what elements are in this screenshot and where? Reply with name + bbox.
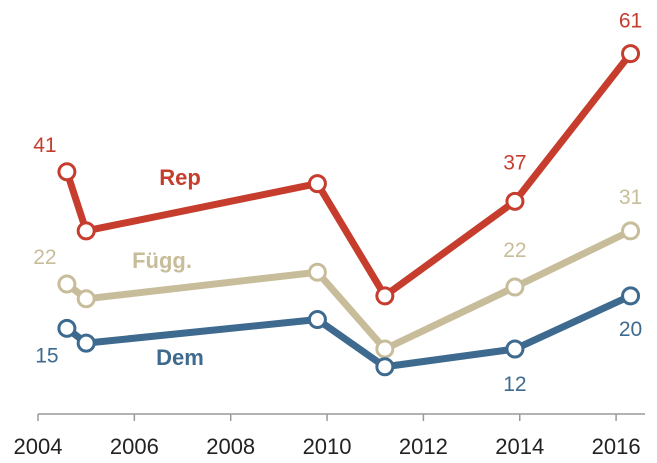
x-tick-label: 2016 xyxy=(592,434,641,459)
data-point xyxy=(307,174,327,194)
data-label: 22 xyxy=(33,246,56,269)
x-axis: 2004 2006 2008 2010 2012 2014 2016 xyxy=(14,413,645,459)
data-point xyxy=(505,191,525,211)
data-point xyxy=(621,44,641,64)
data-label: 31 xyxy=(619,186,642,209)
data-point xyxy=(307,309,327,329)
data-label: 37 xyxy=(503,151,526,174)
series-name-label: Függ. xyxy=(132,248,192,273)
series-name-label: Rep xyxy=(159,165,201,190)
data-point xyxy=(76,221,96,241)
series-name-label: Dem xyxy=(156,345,204,370)
data-label: 12 xyxy=(503,373,526,396)
data-point xyxy=(505,339,525,359)
data-point xyxy=(57,162,77,182)
data-label: 61 xyxy=(619,10,642,33)
data-point xyxy=(57,274,77,294)
x-tick-label: 2014 xyxy=(495,434,544,459)
data-label: 15 xyxy=(35,344,58,367)
data-label: 41 xyxy=(33,134,56,157)
data-label: 20 xyxy=(619,318,642,341)
data-point xyxy=(76,289,96,309)
x-tick-label: 2006 xyxy=(110,434,159,459)
series-line xyxy=(63,50,635,300)
x-tick-label: 2004 xyxy=(14,434,63,459)
data-point xyxy=(375,357,395,377)
x-tick-label: 2010 xyxy=(303,434,352,459)
data-point xyxy=(505,277,525,297)
data-point xyxy=(375,339,395,359)
x-tick-label: 2008 xyxy=(206,434,255,459)
data-point xyxy=(57,318,77,338)
label-layer: Rep 41 37 61 Függ. 22 22 31 Dem 15 12 20 xyxy=(33,10,642,396)
data-point xyxy=(307,262,327,282)
x-tick-label: 2012 xyxy=(399,434,448,459)
series-layer xyxy=(57,44,641,377)
data-label: 22 xyxy=(503,239,526,262)
data-point xyxy=(621,221,641,241)
data-point xyxy=(76,333,96,353)
data-point xyxy=(621,286,641,306)
data-point xyxy=(375,286,395,306)
